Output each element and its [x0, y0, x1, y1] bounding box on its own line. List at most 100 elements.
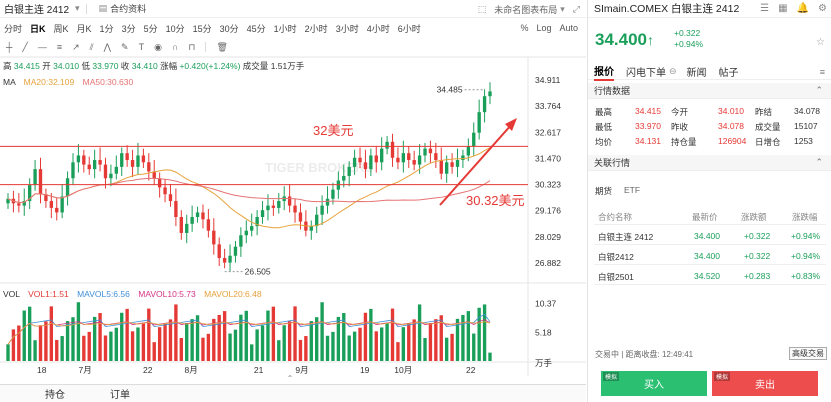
- scale-option[interactable]: Log: [536, 23, 552, 33]
- volume-bar: [439, 315, 443, 361]
- period-tab[interactable]: 5分: [143, 23, 158, 34]
- table-row[interactable]: 白银2412 34.400 +0.322 +0.94%: [594, 245, 826, 265]
- tab-futures[interactable]: 期货: [595, 186, 613, 196]
- grid-icon[interactable]: ▦: [778, 3, 788, 14]
- document-icon[interactable]: ▤: [98, 3, 108, 13]
- candle-body: [92, 160, 97, 170]
- tab-etf[interactable]: ETF: [624, 185, 641, 195]
- period-tab[interactable]: 30分: [219, 23, 239, 34]
- volume-bar: [163, 323, 167, 361]
- table-cell: 白银主连 2412: [598, 232, 654, 242]
- period-tab[interactable]: 分时: [4, 23, 23, 34]
- ma-legend[interactable]: MA MA20:32.109 MA50:30.630: [3, 77, 133, 87]
- period-tab[interactable]: 6小时: [397, 23, 421, 34]
- period-tab[interactable]: 日K: [30, 23, 46, 34]
- chevron-down-icon[interactable]: ▾: [560, 4, 565, 14]
- menu-icon[interactable]: ≡: [819, 66, 825, 77]
- period-tab[interactable]: 周K: [53, 23, 69, 34]
- tab-flash-order[interactable]: 闪电下单: [626, 68, 666, 79]
- tab-quote[interactable]: 报价: [594, 63, 614, 81]
- ma50-line: [7, 177, 491, 204]
- table-row[interactable]: 白银2501 34.520 +0.283 +0.83%: [594, 265, 826, 285]
- bell-icon[interactable]: 🔔: [796, 3, 810, 14]
- quote-data-section[interactable]: 行情数据 ⌃: [588, 83, 831, 99]
- quote-cell: 成交量: [755, 122, 781, 132]
- volume-bar: [217, 314, 221, 361]
- cursor-icon[interactable]: ┼: [6, 42, 13, 52]
- column-header[interactable]: 涨跌幅: [792, 212, 818, 222]
- volume-bar: [98, 313, 102, 361]
- column-header[interactable]: 涨跌额: [741, 212, 767, 222]
- period-tab[interactable]: 15分: [192, 23, 212, 34]
- period-tab[interactable]: 45分: [246, 23, 266, 34]
- volume-bar: [407, 323, 411, 361]
- candle-body: [374, 155, 378, 163]
- maximize-icon[interactable]: ⤢: [572, 4, 580, 14]
- candle-body: [277, 201, 281, 208]
- related-section[interactable]: 关联行情 ⌃: [588, 155, 831, 171]
- candle-body: [298, 212, 303, 222]
- tab-positions[interactable]: 持仓: [45, 390, 65, 401]
- period-tab[interactable]: 3小时: [335, 23, 359, 34]
- period-tab[interactable]: 4小时: [366, 23, 390, 34]
- period-tab[interactable]: 月K: [76, 23, 92, 34]
- tab-orders[interactable]: 订单: [110, 390, 130, 401]
- tab-news[interactable]: 新闻: [686, 68, 707, 79]
- star-icon[interactable]: ☆: [816, 37, 825, 48]
- pattern-icon[interactable]: ⋀: [103, 41, 112, 52]
- text-icon[interactable]: T: [138, 42, 145, 52]
- candlestick-chart[interactable]: 34.911 33.764 32.617 31.470 30.323 29.176 28.0…: [0, 0, 586, 402]
- fib-icon[interactable]: ≡: [56, 42, 63, 52]
- sell-button[interactable]: 模拟 卖出: [712, 371, 818, 396]
- ray-icon[interactable]: ↗: [72, 41, 80, 52]
- scale-option[interactable]: Auto: [559, 23, 578, 33]
- candle-body: [82, 155, 86, 165]
- trash-icon[interactable]: 🗑: [216, 41, 228, 52]
- column-header[interactable]: 合约名称: [598, 212, 633, 222]
- volume-bar: [185, 323, 189, 361]
- period-tab[interactable]: 1分: [99, 23, 114, 34]
- column-header[interactable]: 最新价: [692, 212, 718, 222]
- channel-icon[interactable]: ⫽: [89, 41, 94, 52]
- volume-bar: [228, 333, 232, 361]
- table-row[interactable]: 白银主连 2412 34.400 +0.322 +0.94%: [594, 225, 826, 245]
- chevron-up-icon[interactable]: ⌃: [815, 157, 823, 167]
- chevron-up-icon[interactable]: ⌃: [815, 85, 823, 95]
- volume-bar: [147, 308, 151, 361]
- tab-posts[interactable]: 帖子: [718, 68, 739, 79]
- trend-arrow-line: [439, 123, 513, 206]
- candle-body: [195, 212, 200, 218]
- advanced-trade-button[interactable]: 高级交易: [789, 347, 827, 360]
- scale-option[interactable]: %: [520, 23, 529, 33]
- list-icon[interactable]: ☰: [760, 3, 770, 14]
- volume-bar: [396, 342, 400, 361]
- volume-bar: [65, 321, 70, 361]
- eye-icon[interactable]: ◉: [154, 41, 162, 52]
- volume-value: 1.51万手: [270, 61, 305, 71]
- period-tab[interactable]: 3分: [121, 23, 136, 34]
- candle-body: [244, 230, 248, 236]
- quote-cell: 1253: [794, 136, 813, 146]
- table-cell: +0.322: [744, 231, 771, 241]
- period-tab[interactable]: 2小时: [304, 23, 328, 34]
- volume-legend[interactable]: VOL VOL1:1.51 MAVOL5:6.56 MAVOL10:5.73 M…: [3, 289, 262, 299]
- volume-bar: [255, 329, 259, 361]
- layout-name[interactable]: 未命名图表布局: [494, 5, 558, 15]
- settings-icon[interactable]: ⚙: [818, 3, 827, 14]
- flash-info-icon[interactable]: ⊖: [669, 66, 677, 76]
- quote-cell: 日增仓: [755, 137, 781, 147]
- candle-body: [174, 201, 178, 218]
- brush-icon[interactable]: ✎: [121, 41, 129, 52]
- horizontal-line-icon[interactable]: —: [37, 42, 47, 52]
- lock-icon[interactable]: ⊓: [188, 41, 196, 52]
- vol1-value: VOL1:1.51: [28, 289, 69, 299]
- contract-info-tab[interactable]: 合约资料: [110, 4, 147, 14]
- period-tab[interactable]: 1小时: [273, 23, 297, 34]
- dropdown-icon[interactable]: ▾: [75, 3, 80, 13]
- layout-icon[interactable]: ⬚: [477, 4, 487, 14]
- trendline-icon[interactable]: ╱: [22, 41, 28, 52]
- buy-button[interactable]: 模拟 买入: [601, 371, 707, 396]
- magnet-icon[interactable]: ∩: [171, 42, 179, 52]
- period-tab[interactable]: 10分: [165, 23, 185, 34]
- scale-options: % Log Auto: [520, 23, 578, 33]
